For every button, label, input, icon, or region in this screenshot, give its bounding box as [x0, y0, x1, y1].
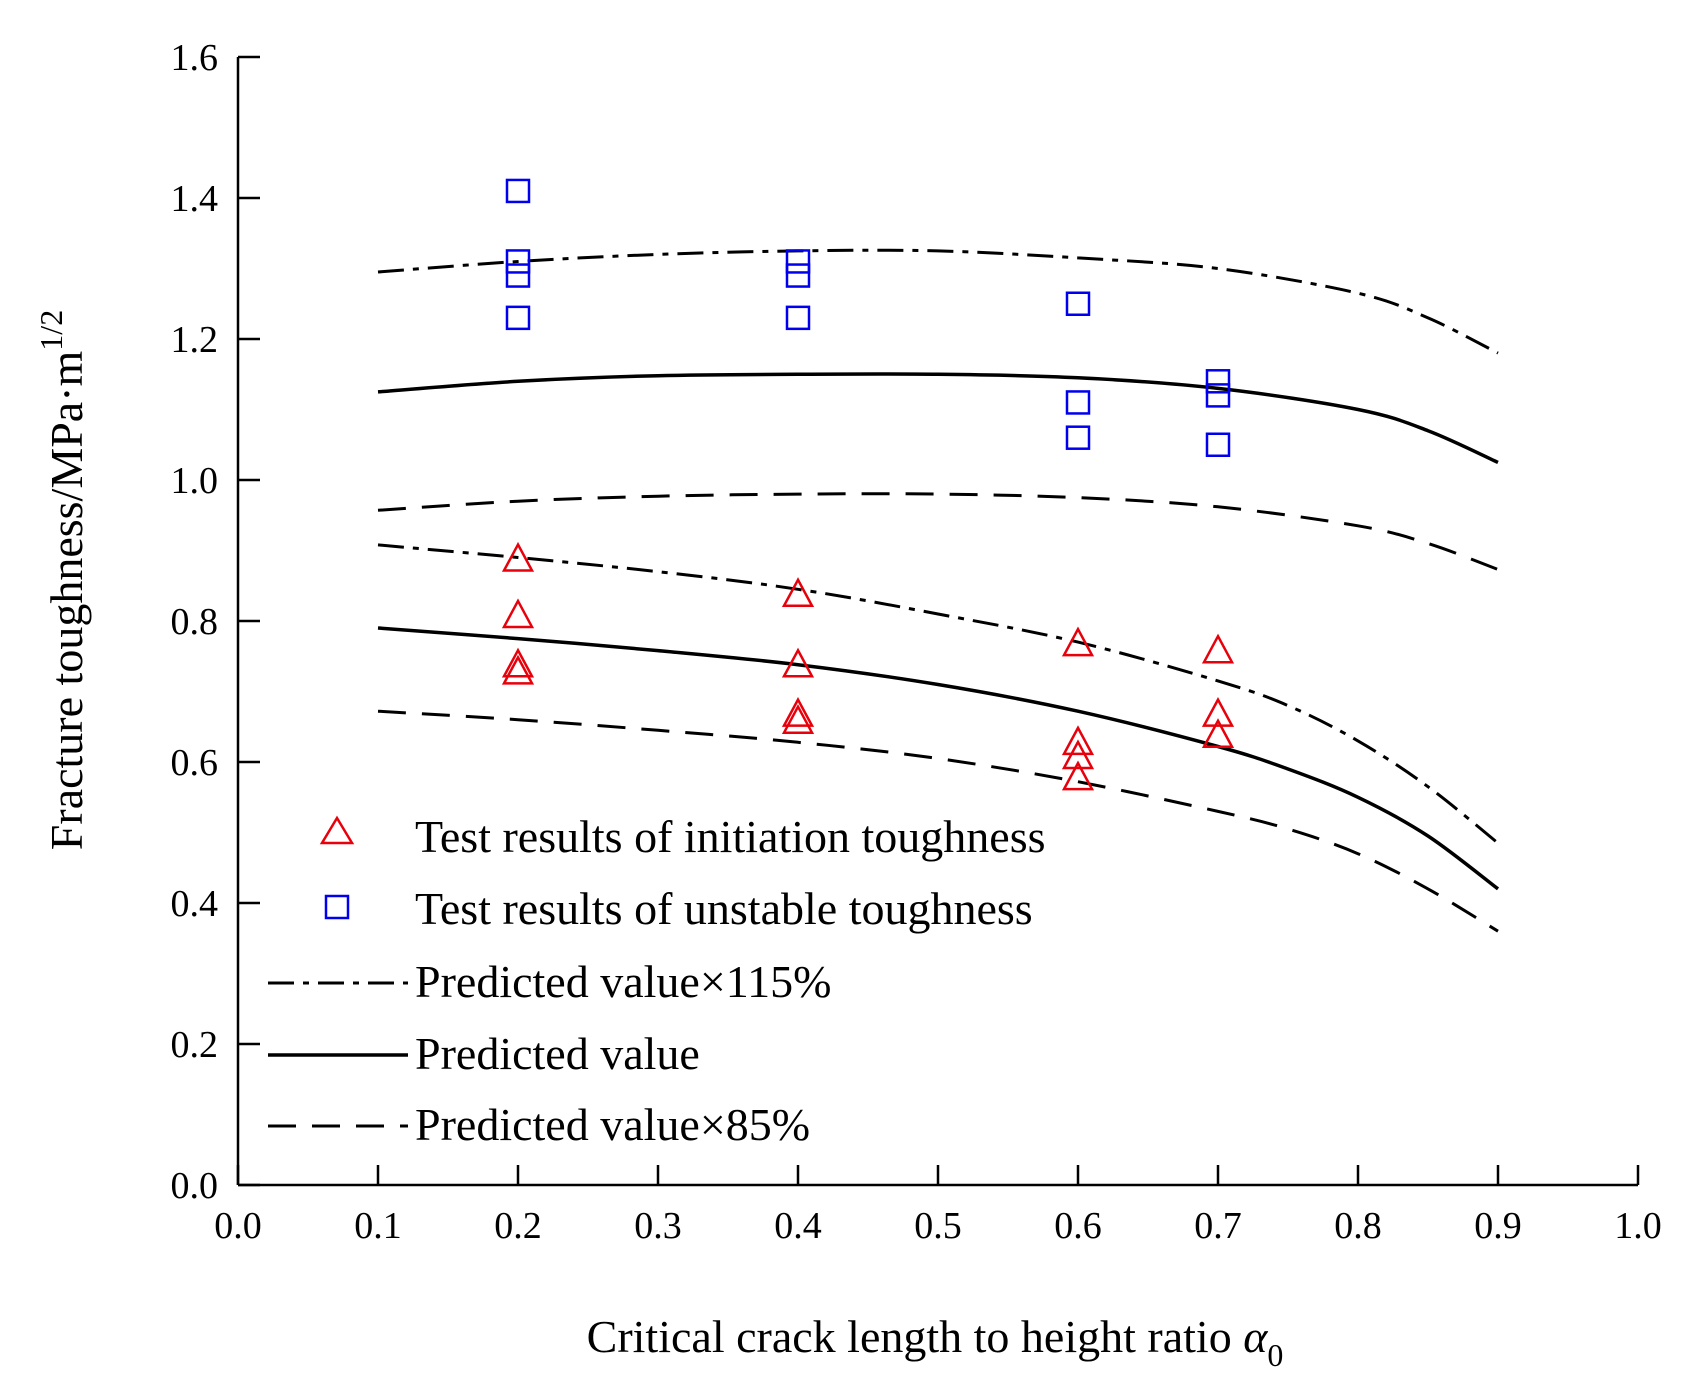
legend-item-unstable: Test results of unstable toughness [324, 883, 1033, 934]
x-axis-title-space [1232, 1311, 1244, 1362]
initiation-point [1201, 633, 1235, 664]
unstable-point [505, 263, 531, 288]
initiation-point [501, 541, 535, 572]
y-tick-label: 0.0 [171, 1165, 219, 1207]
legend-item-predicted-115: Predicted value×115% [268, 956, 831, 1007]
y-tick-label: 0.4 [171, 883, 219, 925]
initiation-point [1061, 725, 1095, 756]
legend-item-predicted-85: Predicted value×85% [268, 1099, 810, 1150]
initiation-point [1201, 697, 1235, 727]
x-axis-title: Critical crack length to height ratio α0 [587, 1311, 1284, 1373]
legend-square-marker [324, 894, 350, 920]
x-tick-label: 0.4 [774, 1205, 822, 1247]
unstable-point [1065, 291, 1091, 316]
initiation-point [1201, 718, 1235, 749]
y-tick-label: 1.4 [171, 178, 219, 220]
x-tick-label: 0.5 [914, 1205, 962, 1247]
curve-dashdot-unstable [377, 248, 1499, 355]
unstable-point [505, 305, 531, 331]
y-tick-label: 0.8 [171, 601, 219, 643]
initiation-point [501, 647, 535, 678]
curve-dashdot-initiation [377, 543, 1499, 845]
curve-solid-unstable [377, 372, 1499, 464]
legend-label-initiation: Test results of initiation toughness [415, 811, 1046, 862]
unstable-point [785, 263, 811, 288]
curve-dashed-unstable [377, 492, 1499, 571]
unstable-point [785, 249, 811, 274]
unstable-point [505, 249, 531, 274]
y-tick-label: 1.0 [171, 460, 219, 502]
y-tick-label: 1.6 [171, 37, 219, 79]
initiation-point [781, 647, 815, 678]
initiation-point [501, 598, 535, 629]
legend-triangle-marker [319, 815, 355, 845]
x-axis-title-text: Critical crack length to height ratio [587, 1311, 1232, 1362]
x-tick-label: 0.8 [1334, 1205, 1382, 1247]
x-tick-label: 1.0 [1614, 1205, 1662, 1247]
y-axis-title-superscript: 1/2 [33, 310, 69, 351]
x-axis-title-subscript: 0 [1267, 1337, 1283, 1373]
x-tick-label: 0.7 [1194, 1205, 1242, 1247]
legend: Test results of initiation toughness Tes… [268, 811, 1046, 1150]
initiation-point [781, 697, 815, 727]
legend-label-unstable: Test results of unstable toughness [415, 883, 1033, 934]
initiation-point [1061, 739, 1095, 770]
x-tick-label: 0.9 [1474, 1205, 1522, 1247]
curve-solid-initiation [377, 626, 1500, 891]
initiation-point [501, 654, 535, 685]
initiation-point [1061, 626, 1095, 657]
y-axis-title-text: Fracture toughness/MPa·m [41, 350, 92, 850]
prediction-curves [377, 248, 1500, 933]
legend-item-predicted: Predicted value [268, 1028, 700, 1079]
x-axis-title-symbol: α [1243, 1311, 1268, 1362]
legend-label-predicted: Predicted value [415, 1028, 700, 1079]
initiation-point [781, 577, 815, 608]
y-tick-label: 1.2 [171, 319, 219, 361]
y-axis-title: Fracture toughness/MPa·m1/2 [33, 310, 92, 850]
unstable-point [505, 178, 531, 204]
unstable-point [1205, 369, 1231, 394]
x-tick-label: 0.1 [354, 1205, 402, 1247]
unstable-point [1065, 425, 1091, 450]
unstable-point [785, 305, 811, 331]
unstable-point [1205, 383, 1231, 408]
legend-label-predicted-85: Predicted value×85% [415, 1099, 810, 1150]
x-tick-label: 0.2 [494, 1205, 542, 1247]
unstable-point [1065, 390, 1091, 415]
legend-label-predicted-115: Predicted value×115% [415, 956, 831, 1007]
initiation-point [1061, 760, 1095, 791]
axes: 0.0 0.1 0.2 0.3 0.4 0.5 0.6 0.7 0.8 0.9 1.0 0.0 0.2 0… [171, 37, 1662, 1247]
y-tick-label: 0.2 [171, 1024, 219, 1066]
legend-item-initiation: Test results of initiation toughness [319, 811, 1046, 862]
initiation-point [781, 704, 815, 734]
unstable-point [1205, 432, 1231, 457]
x-tick-label: 0.3 [634, 1205, 682, 1247]
x-tick-label: 0.6 [1054, 1205, 1102, 1247]
y-tick-label: 0.6 [171, 742, 219, 784]
x-tick-label: 0.0 [214, 1205, 262, 1247]
data-points [501, 178, 1235, 791]
